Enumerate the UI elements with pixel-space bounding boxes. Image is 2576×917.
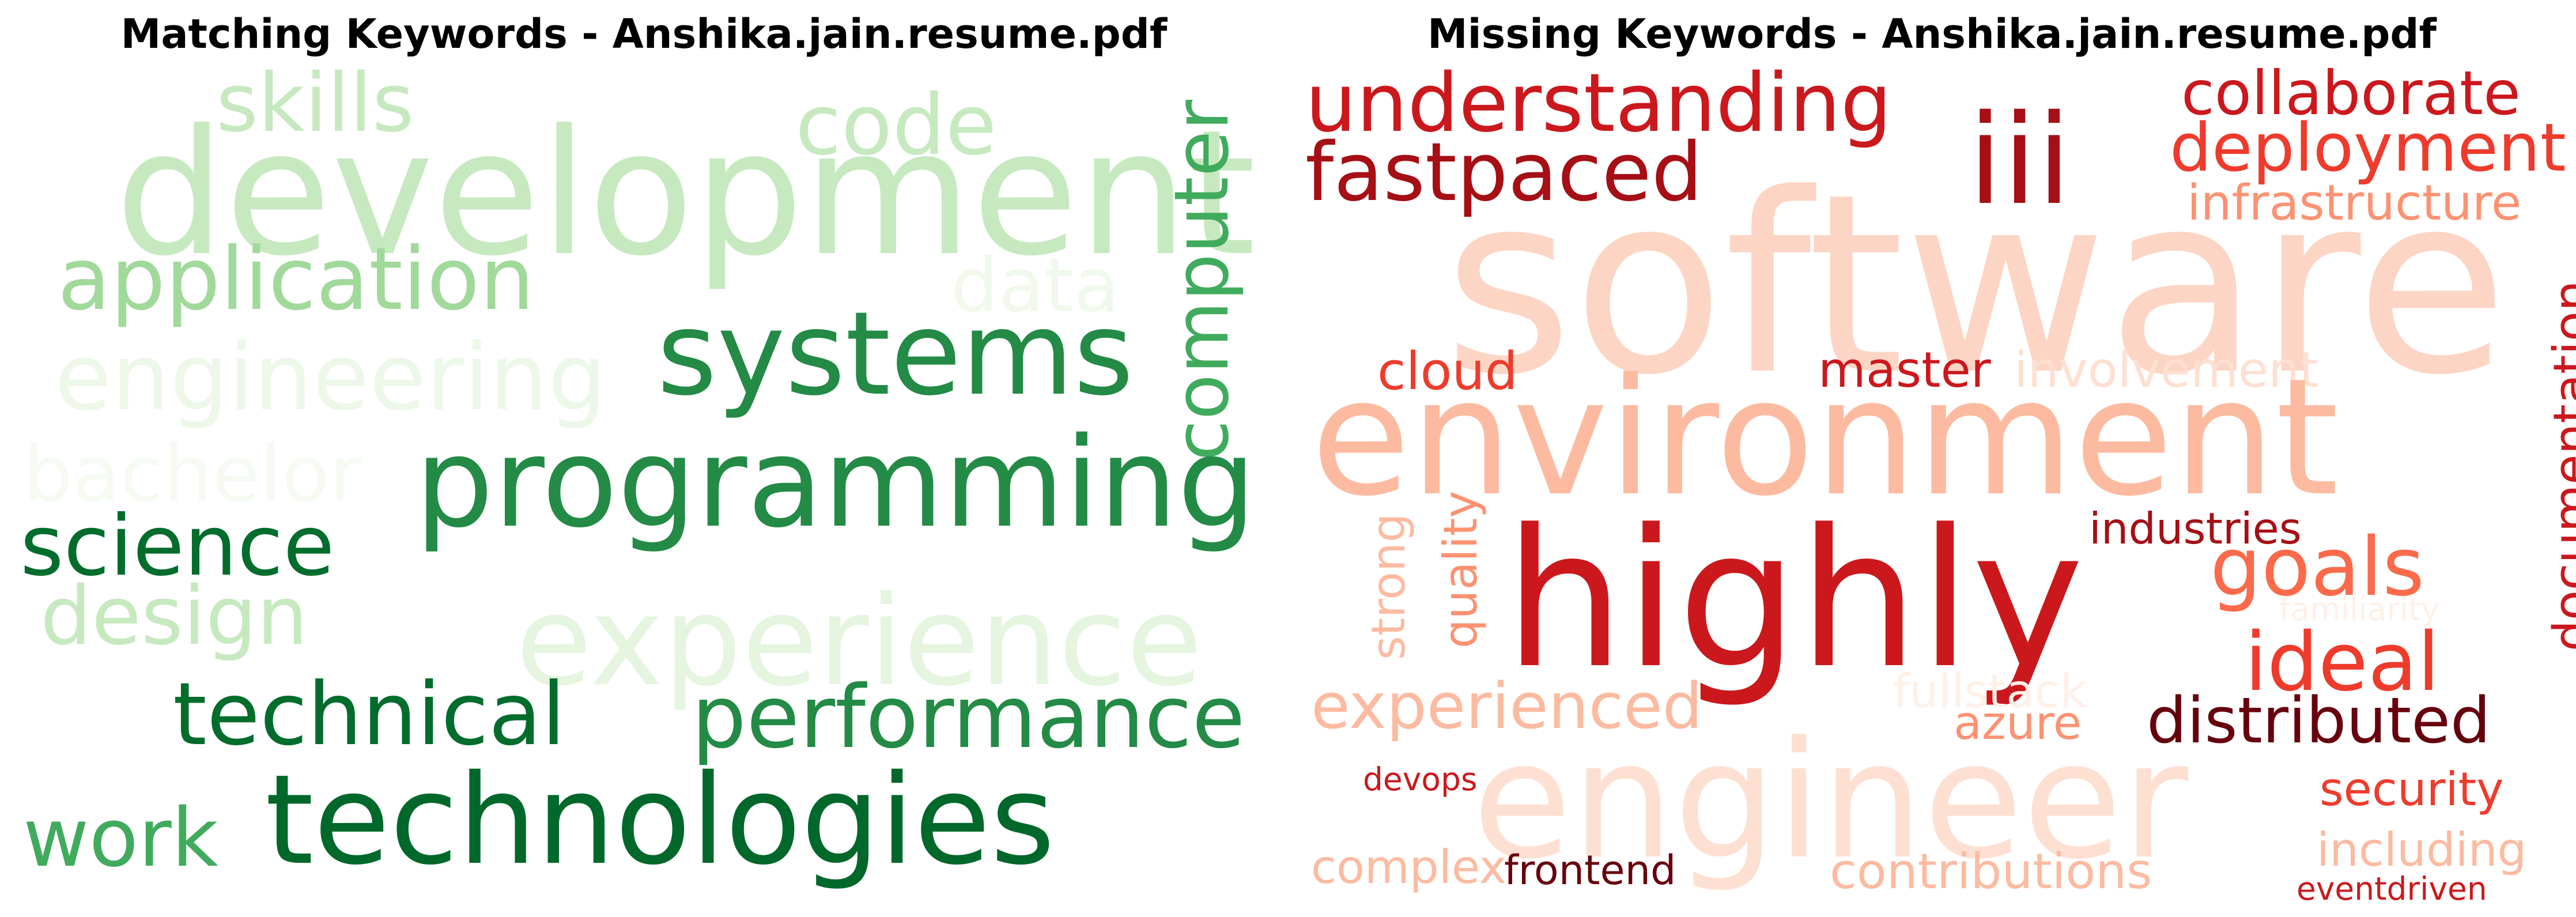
missing-word-azure: azure <box>1954 696 2082 750</box>
missing-word-infrastructure: infrastructure <box>2187 175 2522 232</box>
missing-word-collaborate: collaborate <box>2181 58 2521 129</box>
matching-word-design: design <box>40 569 308 663</box>
missing-keywords-word-cloud: understanding iii collaborate fastpaced depl… <box>1288 0 2576 917</box>
missing-word-fullstack: fullstack <box>1893 665 2087 718</box>
missing-word-environment: environment <box>1311 344 2339 532</box>
matching-keywords-title: Matching Keywords - Anshika.jain.resume.… <box>120 10 1168 58</box>
missing-word-involvement: involvement <box>2014 342 2319 399</box>
matching-word-code: code <box>795 77 997 174</box>
missing-word-fastpaced: fastpaced <box>1305 126 1703 220</box>
missing-word-security: security <box>2320 763 2504 816</box>
missing-word-deployment: deployment <box>2170 110 2566 187</box>
missing-word-cloud: cloud <box>1377 341 1518 402</box>
missing-word-engineer: engineer <box>1472 707 2189 895</box>
matching-word-skills: skills <box>216 56 414 150</box>
missing-word-eventdriven: eventdriven <box>2297 870 2487 907</box>
matching-word-development: development <box>115 93 1256 294</box>
matching-word-application: application <box>58 229 535 330</box>
missing-word-software: software <box>1444 141 2508 429</box>
matching-word-bachelor: bachelor <box>23 429 361 519</box>
matching-word-engineering: engineering <box>55 323 607 431</box>
missing-word-including: including <box>2317 823 2527 877</box>
missing-word-highly: highly <box>1504 489 2084 710</box>
missing-word-quality: quality <box>1434 490 1487 648</box>
matching-word-programming: programming <box>415 410 1256 555</box>
missing-word-understanding: understanding <box>1305 56 1892 150</box>
missing-word-devops: devops <box>1363 761 1478 798</box>
missing-keywords-title: Missing Keywords - Anshika.jain.resume.p… <box>1427 10 2437 58</box>
matching-word-data: data <box>951 241 1120 329</box>
matching-word-science: science <box>20 497 335 595</box>
missing-word-distributed: distributed <box>2147 684 2491 757</box>
missing-word-familiarity: familiarity <box>2279 591 2440 628</box>
matching-keywords-word-cloud: development skills code application data syst… <box>20 56 1256 892</box>
matching-word-technical: technical <box>173 665 566 765</box>
matching-word-work: work <box>23 791 218 885</box>
matching-keywords-panel: Matching Keywords - Anshika.jain.resume.… <box>20 10 1256 892</box>
missing-word-experienced: experienced <box>1311 669 1703 743</box>
missing-word-frontend: frontend <box>1504 847 1676 894</box>
missing-word-documentation: documentation <box>2543 280 2576 651</box>
missing-word-contributions: contributions <box>1830 843 2152 900</box>
matching-word-technologies: technologies <box>265 748 1055 892</box>
missing-word-strong: strong <box>1362 513 1415 660</box>
matching-word-computer: computer <box>1158 100 1245 461</box>
missing-keywords-panel: Missing Keywords - Anshika.jain.resume.p… <box>1288 0 2576 917</box>
missing-word-iii: iii <box>1968 88 2072 232</box>
missing-word-complex: complex <box>1311 840 1507 894</box>
matching-word-experience: experience <box>516 569 1203 714</box>
matching-word-performance: performance <box>692 667 1245 768</box>
missing-word-master: master <box>1818 342 1991 399</box>
missing-word-ideal: ideal <box>2245 616 2440 710</box>
matching-word-systems: systems <box>657 287 1134 421</box>
missing-word-goals: goals <box>2210 520 2425 614</box>
missing-word-industries: industries <box>2089 503 2302 554</box>
